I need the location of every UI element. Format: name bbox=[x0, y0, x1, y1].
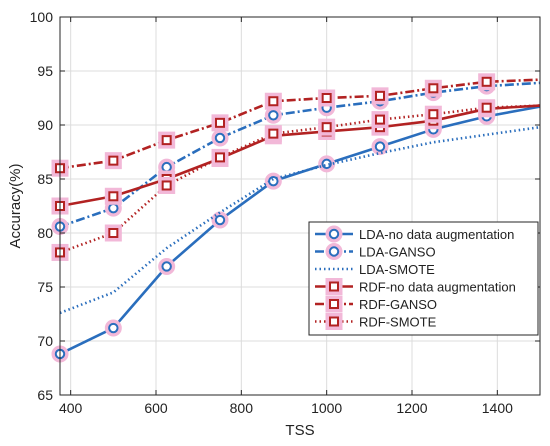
legend-label: RDF-no data augmentation bbox=[359, 280, 516, 295]
x-tick-label: 600 bbox=[144, 400, 168, 416]
legend-marker bbox=[329, 281, 339, 292]
legend-marker-halo bbox=[325, 278, 343, 295]
legend-label: LDA-SMOTE bbox=[359, 262, 435, 277]
legend-item: RDF-GANSO bbox=[315, 295, 437, 313]
data-point-halo bbox=[318, 89, 336, 107]
data-point bbox=[108, 322, 119, 334]
y-tick-label: 75 bbox=[37, 279, 53, 295]
data-point bbox=[215, 152, 225, 163]
data-point bbox=[214, 132, 226, 144]
legend-item: RDF-no data augmentation bbox=[315, 278, 516, 295]
data-point-halo bbox=[264, 125, 282, 143]
data-point bbox=[268, 96, 279, 107]
legend-item: LDA-SMOTE bbox=[315, 262, 435, 277]
data-point-halo bbox=[158, 176, 176, 194]
y-tick-label: 70 bbox=[37, 333, 53, 349]
series-line bbox=[59, 104, 541, 208]
data-point-halo bbox=[158, 257, 176, 275]
legend-item: LDA-no data augmentation bbox=[315, 225, 514, 243]
x-tick-label: 400 bbox=[59, 400, 83, 416]
y-axis-label: Accuracy(%) bbox=[7, 163, 24, 248]
legend-label: LDA-no data augmentation bbox=[359, 227, 514, 242]
data-point-halo bbox=[478, 73, 496, 91]
data-point-halo bbox=[478, 99, 496, 117]
data-point-halo bbox=[264, 172, 282, 190]
data-point-halo bbox=[424, 79, 442, 97]
data-point bbox=[161, 135, 172, 146]
data-point-halo bbox=[104, 152, 122, 170]
y-axis-ticks: 65 70 75 80 85 90 95 100 bbox=[30, 9, 540, 403]
legend-marker bbox=[329, 316, 339, 327]
data-point-halo bbox=[158, 131, 176, 149]
data-point-halo bbox=[211, 148, 229, 166]
y-tick-label: 90 bbox=[37, 117, 53, 133]
data-point bbox=[161, 180, 172, 191]
x-tick-label: 1400 bbox=[482, 400, 513, 416]
series-line bbox=[59, 105, 541, 356]
legend-label: RDF-GANSO bbox=[359, 297, 437, 312]
data-point bbox=[375, 114, 385, 125]
data-point bbox=[108, 155, 119, 166]
y-tick-label: 65 bbox=[37, 387, 53, 403]
data-point bbox=[375, 90, 385, 101]
legend: LDA-no data augmentation LDA-GANSO LDA-SMO… bbox=[308, 221, 539, 336]
data-point-halo bbox=[104, 319, 122, 337]
data-point bbox=[268, 110, 279, 121]
legend-marker-halo bbox=[325, 313, 343, 330]
legend-label: RDF-SMOTE bbox=[359, 315, 437, 330]
data-point bbox=[374, 141, 386, 152]
legend-label: LDA-GANSO bbox=[359, 245, 436, 260]
x-tick-label: 1000 bbox=[311, 400, 342, 416]
plot-frame bbox=[59, 16, 541, 396]
data-point bbox=[161, 161, 172, 173]
data-point-halo bbox=[371, 111, 389, 129]
y-tick-label: 85 bbox=[37, 171, 53, 187]
data-point bbox=[481, 102, 492, 113]
data-point bbox=[428, 83, 439, 94]
legend-marker bbox=[328, 228, 340, 240]
data-point bbox=[321, 122, 332, 133]
legend-marker bbox=[328, 246, 340, 257]
y-tick-label: 100 bbox=[30, 9, 54, 25]
data-point-halo bbox=[424, 105, 442, 123]
legend-marker-halo bbox=[325, 243, 343, 260]
data-point bbox=[428, 109, 439, 120]
legend-marker-halo bbox=[325, 225, 343, 243]
data-point bbox=[161, 261, 172, 272]
series-line bbox=[59, 78, 541, 170]
legend-marker-halo bbox=[325, 295, 343, 313]
data-point-halo bbox=[104, 224, 122, 242]
data-point-halo bbox=[371, 138, 389, 156]
data-point bbox=[108, 191, 119, 202]
legend-item: LDA-GANSO bbox=[315, 243, 436, 260]
series-5 bbox=[51, 99, 541, 261]
legend-marker bbox=[329, 299, 339, 309]
y-tick-label: 95 bbox=[37, 63, 53, 79]
data-point bbox=[481, 76, 492, 87]
data-point bbox=[268, 128, 279, 139]
data-point-halo bbox=[211, 129, 229, 147]
data-point bbox=[108, 228, 119, 238]
data-point bbox=[215, 117, 225, 128]
x-axis-label: TSS bbox=[285, 422, 314, 439]
data-point bbox=[214, 214, 226, 226]
plot-area bbox=[60, 17, 540, 395]
x-axis-ticks: 400 600 800 1000 1200 1400 bbox=[59, 17, 513, 416]
x-tick-label: 800 bbox=[230, 400, 254, 416]
data-point bbox=[321, 93, 332, 103]
x-tick-label: 1200 bbox=[396, 400, 427, 416]
data-point-halo bbox=[318, 155, 336, 173]
legend-item: RDF-SMOTE bbox=[315, 313, 437, 330]
data-point-halo bbox=[211, 114, 229, 132]
legend-box bbox=[308, 221, 539, 336]
data-point bbox=[108, 202, 119, 214]
y-tick-label: 80 bbox=[37, 225, 53, 241]
data-point-halo bbox=[104, 187, 122, 205]
data-point-halo bbox=[264, 92, 282, 110]
data-point-halo bbox=[318, 118, 336, 136]
data-point-halo bbox=[371, 87, 389, 105]
